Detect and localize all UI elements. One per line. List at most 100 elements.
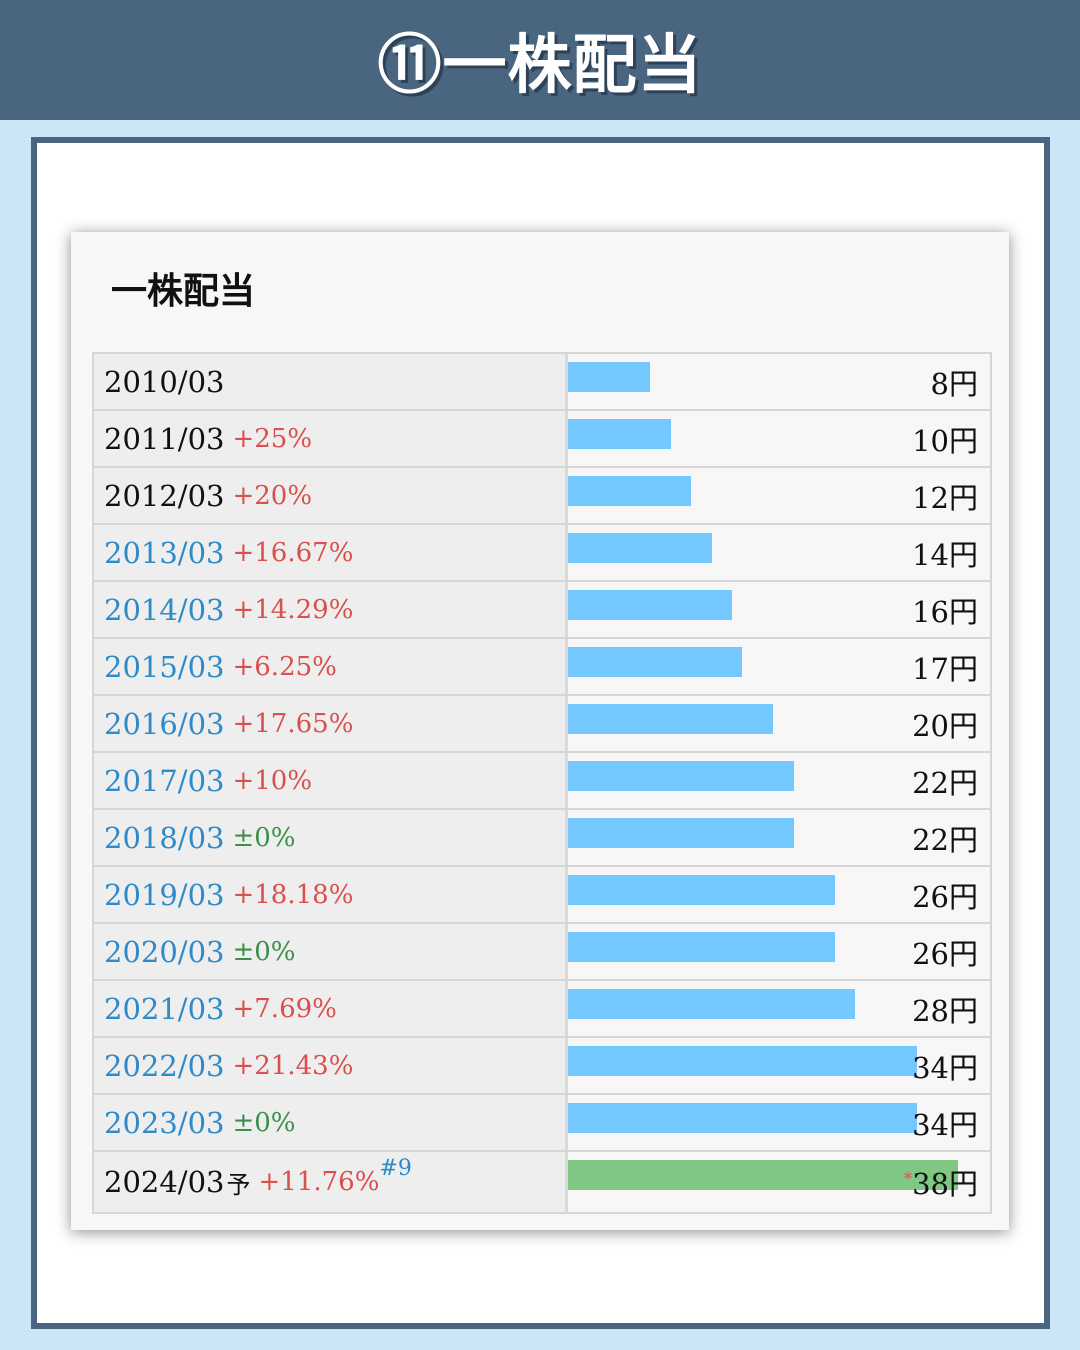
period-cell: 2016/03 +17.65% <box>94 696 568 751</box>
dividend-value: 26円 <box>912 874 978 916</box>
table-row: 2013/03 +16.67% 14円 <box>94 525 990 580</box>
bar-cell: 8円 <box>568 354 990 409</box>
table-row: 2023/03 ±0% 34円 <box>94 1095 990 1150</box>
period-label[interactable]: 2018/03 <box>104 820 225 855</box>
period-label[interactable]: 2013/03 <box>104 535 225 570</box>
dividend-value-text: 38円 <box>912 1167 978 1201</box>
dividend-value: *38円 <box>904 1161 978 1203</box>
dividend-value: 12円 <box>912 475 978 517</box>
period-cell: 2015/03 +6.25% <box>94 639 568 694</box>
dividend-bar <box>568 647 742 677</box>
table-row: 2014/03 +14.29% 16円 <box>94 582 990 637</box>
dividend-bar <box>568 875 835 905</box>
period-cell: 2013/03 +16.67% <box>94 525 568 580</box>
dividend-bar <box>568 1103 917 1133</box>
period-label[interactable]: 2014/03 <box>104 592 225 627</box>
bar-cell: 12円 <box>568 468 990 523</box>
yoy-change: +21.43% <box>232 1050 354 1081</box>
dividend-value: 8円 <box>931 361 978 403</box>
dividend-value-text: 10円 <box>912 423 978 458</box>
period-label[interactable]: 2010/03 <box>104 364 225 399</box>
bar-cell: 26円 <box>568 924 990 979</box>
card-title: 一株配当 <box>111 270 256 312</box>
period-label[interactable]: 2017/03 <box>104 763 225 798</box>
table-row: 2021/03 +7.69% 28円 <box>94 981 990 1036</box>
dividend-value-text: 14円 <box>912 537 978 572</box>
dividend-value: 34円 <box>912 1045 978 1087</box>
dividend-bar <box>568 419 671 449</box>
bar-cell: 17円 <box>568 639 990 694</box>
period-label[interactable]: 2011/03 <box>104 421 225 456</box>
bar-cell: 28円 <box>568 981 990 1036</box>
period-label[interactable]: 2015/03 <box>104 649 225 684</box>
dividend-bar <box>568 932 835 962</box>
bar-cell: 16円 <box>568 582 990 637</box>
period-label[interactable]: 2022/03 <box>104 1048 225 1083</box>
dividend-bar <box>568 590 732 620</box>
dividend-value: 17円 <box>912 646 978 688</box>
period-cell: 2014/03 +14.29% <box>94 582 568 637</box>
dividend-bar <box>568 1160 958 1190</box>
period-label[interactable]: 2020/03 <box>104 934 225 969</box>
forecast-marker: 予 <box>226 1170 251 1199</box>
dividend-table: 2010/03 8円 2011/03 +25% 10円 2012/03 +20% 12円 201… <box>92 352 992 1214</box>
dividend-value: 34円 <box>912 1102 978 1144</box>
yoy-change: +7.69% <box>232 993 337 1024</box>
dividend-bar <box>568 362 650 392</box>
table-row: 2020/03 ±0% 26円 <box>94 924 990 979</box>
period-label[interactable]: 2016/03 <box>104 706 225 741</box>
dividend-bar <box>568 989 855 1019</box>
period-label[interactable]: 2012/03 <box>104 478 225 513</box>
dividend-value-text: 34円 <box>912 1107 978 1142</box>
period-cell: 2017/03 +10% <box>94 753 568 808</box>
dividend-value-text: 26円 <box>912 936 978 971</box>
dividend-bar <box>568 1046 917 1076</box>
table-row: 2011/03 +25% 10円 <box>94 411 990 466</box>
dividend-value: 20円 <box>912 703 978 745</box>
period-label[interactable]: 2023/03 <box>104 1105 225 1140</box>
dividend-value-text: 22円 <box>912 822 978 857</box>
period-label[interactable]: 2024/03 <box>104 1165 225 1199</box>
period-cell: 2018/03 ±0% <box>94 810 568 865</box>
period-cell: 2019/03 +18.18% <box>94 867 568 922</box>
dividend-bar <box>568 761 794 791</box>
bar-cell: 14円 <box>568 525 990 580</box>
yoy-change: +6.25% <box>232 651 337 682</box>
table-row: 2024/03 予 +11.76% #9 *38円 <box>94 1152 990 1212</box>
dividend-bar <box>568 704 773 734</box>
footnote-link[interactable]: #9 <box>379 1155 412 1181</box>
forecast-asterisk: * <box>904 1169 913 1188</box>
yoy-change: +16.67% <box>232 537 354 568</box>
yoy-change: +18.18% <box>232 879 354 910</box>
yoy-change: ±0% <box>232 1107 296 1138</box>
dividend-value-text: 26円 <box>912 879 978 914</box>
table-row: 2017/03 +10% 22円 <box>94 753 990 808</box>
period-label[interactable]: 2019/03 <box>104 877 225 912</box>
dividend-card: 一株配当 2010/03 8円 2011/03 +25% 10円 2012/03 +20% 1… <box>71 232 1009 1230</box>
bar-cell: 22円 <box>568 810 990 865</box>
bar-cell: *38円 <box>568 1152 990 1212</box>
header-banner: ⑪一株配当 <box>0 0 1080 120</box>
dividend-value-text: 20円 <box>912 708 978 743</box>
dividend-value: 16円 <box>912 589 978 631</box>
table-row: 2015/03 +6.25% 17円 <box>94 639 990 694</box>
bar-cell: 34円 <box>568 1095 990 1150</box>
page-title: ⑪一株配当 <box>377 29 703 103</box>
bar-cell: 26円 <box>568 867 990 922</box>
dividend-value-text: 8円 <box>930 366 978 401</box>
yoy-change: +11.76% <box>258 1167 380 1197</box>
table-row: 2019/03 +18.18% 26円 <box>94 867 990 922</box>
dividend-value-text: 12円 <box>912 480 978 515</box>
dividend-bar <box>568 818 794 848</box>
dividend-value-text: 16円 <box>912 594 978 629</box>
bar-cell: 22円 <box>568 753 990 808</box>
yoy-change: ±0% <box>232 822 296 853</box>
dividend-value: 22円 <box>912 760 978 802</box>
dividend-bar <box>568 533 712 563</box>
table-row: 2022/03 +21.43% 34円 <box>94 1038 990 1093</box>
period-label[interactable]: 2021/03 <box>104 991 225 1026</box>
yoy-change: +25% <box>232 423 313 454</box>
table-row: 2012/03 +20% 12円 <box>94 468 990 523</box>
table-row: 2018/03 ±0% 22円 <box>94 810 990 865</box>
table-row: 2016/03 +17.65% 20円 <box>94 696 990 751</box>
